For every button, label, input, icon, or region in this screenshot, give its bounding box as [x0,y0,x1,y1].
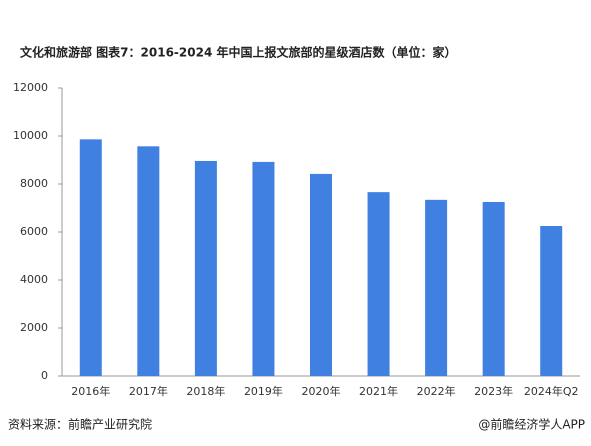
source: 资料来源：前瞻产业研究院 [8,417,152,432]
x-tick-label: 2019年 [244,384,283,398]
x-tick-label: 2017年 [129,384,168,398]
x-tick-label: 2024年Q2 [524,384,579,398]
x-tick-label: 2016年 [71,384,110,398]
x-tick-label: 2021年 [359,384,398,398]
bar [194,160,217,376]
x-tick-label: 2023年 [474,384,513,398]
bar [252,161,275,376]
brand: @前瞻经济学人APP [478,417,585,432]
y-tick-label: 4000 [20,273,48,286]
bar [367,192,390,376]
y-tick-label: 6000 [20,225,48,238]
bar [310,173,332,376]
y-tick-label: 0 [41,369,48,382]
x-tick-label: 2020年 [302,384,341,398]
bar [540,226,563,376]
bar [79,139,102,376]
y-tick-label: 10000 [13,129,48,142]
chart-title: 文化和旅游部 图表7：2016-2024 年中国上报文旅部的星级酒店数（单位：家… [20,45,457,60]
y-tick-label: 8000 [20,177,48,190]
y-tick-label: 12000 [13,81,48,94]
y-tick-label: 2000 [20,321,48,334]
x-tick-label: 2022年 [417,384,456,398]
bar [137,146,160,376]
x-tick-label: 2018年 [186,384,225,398]
bar [482,202,505,376]
bar [425,199,448,376]
